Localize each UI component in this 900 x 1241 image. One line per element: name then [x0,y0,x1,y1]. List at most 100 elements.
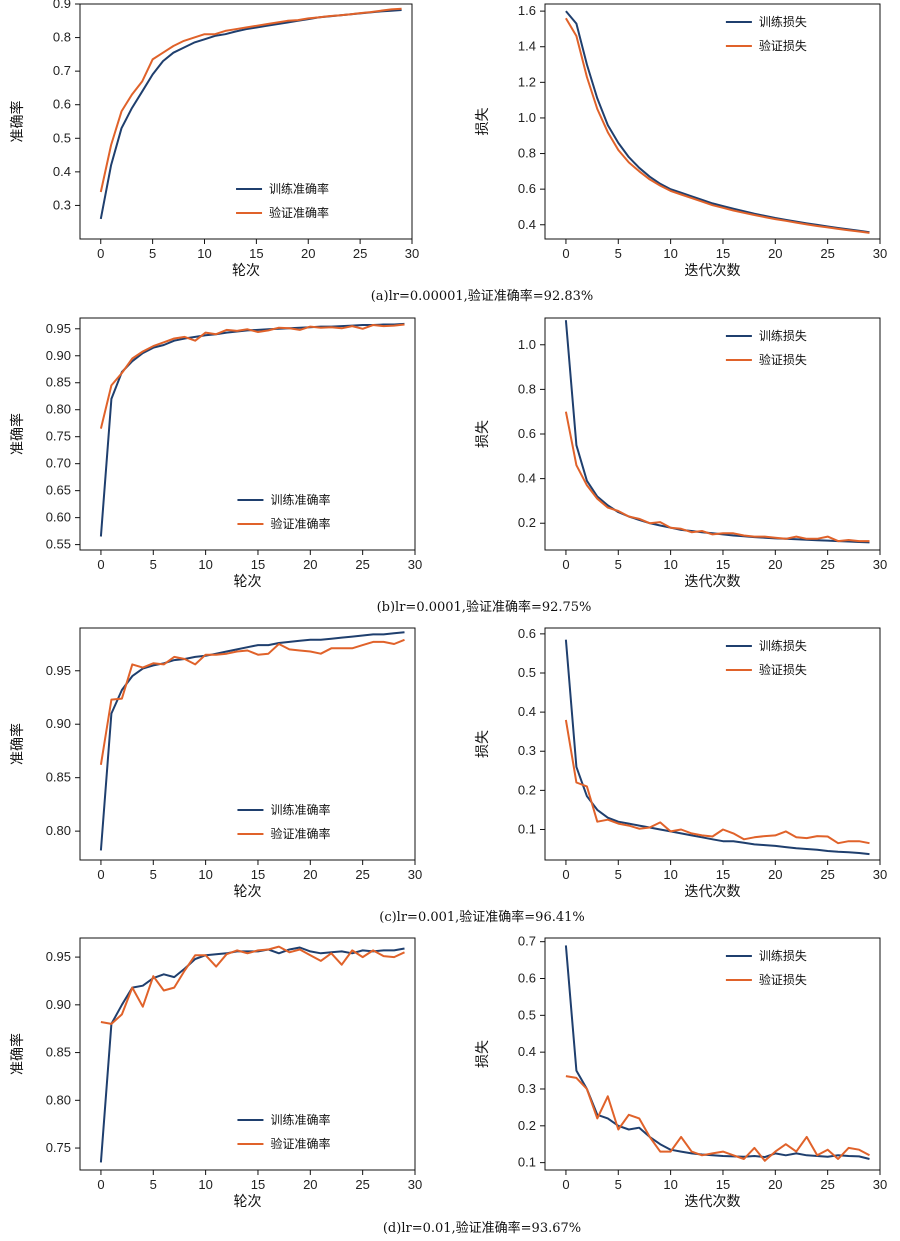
series-line-train [564,639,870,856]
x-tick-label: 0 [97,867,104,882]
x-tick-label: 25 [820,1177,834,1192]
plot-frame [79,3,413,240]
legend-label: 训练损失 [759,14,807,29]
x-axis-label: 迭代次数 [685,1194,741,1210]
y-axis-label: 损失 [475,108,491,136]
x-tick-label: 25 [820,867,834,882]
x-tick-label: 15 [716,867,730,882]
y-tick-label: 0.6 [518,426,536,441]
y-tick-label: 0.8 [518,146,536,161]
y-tick-label: 0.9 [53,0,71,11]
x-tick-label: 25 [355,1177,369,1192]
x-tick-label: 15 [716,246,730,261]
y-tick-label: 1.0 [518,110,536,125]
x-tick-label: 10 [198,557,212,572]
y-tick-label: 0.5 [518,665,536,680]
plot-frame [79,937,416,1171]
y-tick-label: 0.4 [53,164,71,179]
legend-label: 验证准确率 [270,1136,330,1151]
plot-frame [544,627,881,861]
chart-panel-7: 0 5 10 15 20 25 30 0.75 0.80 0.85 0.90 0.95 轮次 准确率训练准… [9,937,422,1210]
y-axis-label: 准确率 [9,1033,26,1075]
legend-label: 训练准确率 [270,802,330,817]
legend-label: 验证损失 [759,352,807,367]
legend-label: 训练准确率 [270,1112,330,1127]
y-tick-label: 0.70 [46,456,71,471]
legend-label: 训练准确率 [269,181,329,196]
x-tick-label: 0 [562,867,569,882]
x-tick-label: 0 [97,1177,104,1192]
legend-label: 训练损失 [759,328,807,343]
y-tick-label: 0.1 [518,821,536,836]
y-tick-label: 0.4 [518,471,536,486]
x-tick-label: 0 [97,246,104,261]
y-tick-label: 0.80 [46,402,71,417]
plot-frame [544,317,881,551]
x-axis-label: 轮次 [234,884,262,900]
y-tick-label: 0.95 [46,663,71,678]
x-tick-label: 10 [663,867,677,882]
series-line-train [99,9,402,220]
series-line-val [99,323,405,429]
x-tick-label: 25 [355,867,369,882]
y-tick-label: 0.85 [46,375,71,390]
y-tick-label: 1.2 [518,74,536,89]
x-tick-label: 25 [820,557,834,572]
y-tick-label: 0.4 [518,1044,536,1059]
caption-c: (c)lr=0.001,验证准确率=96.41% [379,909,585,925]
y-tick-label: 0.75 [46,429,71,444]
y-tick-label: 0.75 [46,1140,71,1155]
y-tick-label: 0.7 [518,934,536,949]
y-tick-label: 0.85 [46,1045,71,1060]
x-tick-label: 10 [663,246,677,261]
y-tick-label: 0.6 [53,97,71,112]
plot-frame [79,317,416,551]
x-tick-label: 10 [663,1177,677,1192]
x-tick-label: 5 [149,246,156,261]
series-line-val [99,7,402,193]
x-axis-label: 迭代次数 [685,574,741,590]
plot-frame [544,937,881,1171]
y-tick-label: 0.6 [518,971,536,986]
y-tick-label: 0.8 [518,381,536,396]
x-axis-label: 轮次 [232,263,260,279]
series-line-val [564,719,870,845]
x-tick-label: 0 [562,246,569,261]
y-tick-label: 0.5 [53,130,71,145]
x-tick-label: 20 [303,1177,317,1192]
series-line-train [564,945,870,1160]
caption-a: (a)lr=0.00001,验证准确率=92.83% [371,288,594,304]
y-tick-label: 0.6 [518,181,536,196]
legend-label: 验证准确率 [269,205,329,220]
y-axis-label: 损失 [475,420,491,448]
x-tick-label: 5 [150,867,157,882]
x-tick-label: 30 [405,246,419,261]
x-tick-label: 5 [150,557,157,572]
series-line-train [565,10,870,234]
x-tick-label: 20 [303,867,317,882]
x-axis-label: 迭代次数 [685,884,741,900]
x-tick-label: 15 [249,246,263,261]
x-tick-label: 15 [251,867,265,882]
x-tick-label: 15 [251,557,265,572]
y-tick-label: 0.90 [46,348,71,363]
x-tick-label: 30 [873,246,887,261]
x-tick-label: 0 [562,557,569,572]
x-tick-label: 25 [820,246,834,261]
x-tick-label: 15 [251,1177,265,1192]
series-line-train [99,322,405,537]
y-tick-label: 0.95 [46,321,71,336]
chart-panel-4: 0 5 10 15 20 25 30 0.2 0.4 0.6 0.8 1.0 迭代次数 损失 训练损失验证损… [475,317,887,590]
legend-label: 验证损失 [759,972,807,987]
x-tick-label: 20 [301,246,315,261]
legend-label: 训练损失 [759,948,807,963]
x-tick-label: 25 [355,557,369,572]
y-tick-label: 0.85 [46,770,71,785]
x-tick-label: 30 [873,867,887,882]
y-tick-label: 1.0 [518,337,536,352]
x-tick-label: 30 [408,1177,422,1192]
x-axis-label: 轮次 [234,1194,262,1210]
y-axis-label: 准确率 [9,101,26,143]
